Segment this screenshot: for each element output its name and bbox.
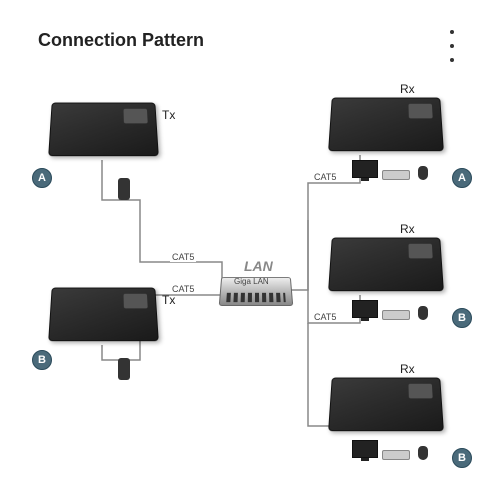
badge-b: B bbox=[32, 350, 52, 370]
monitor-icon bbox=[352, 300, 378, 318]
keyboard-icon bbox=[382, 450, 410, 460]
tx-device bbox=[48, 288, 159, 342]
rx-device bbox=[328, 98, 444, 152]
continuation-dots bbox=[450, 30, 454, 62]
rx-label: Rx bbox=[400, 82, 415, 96]
monitor-icon bbox=[352, 160, 378, 178]
tx-label: Tx bbox=[162, 108, 175, 122]
mouse-icon bbox=[418, 166, 428, 180]
badge-a: A bbox=[452, 168, 472, 188]
cable-label: CAT5 bbox=[170, 284, 196, 294]
keyboard-icon bbox=[382, 170, 410, 180]
keyboard-icon bbox=[382, 310, 410, 320]
tx-label: Tx bbox=[162, 293, 175, 307]
rx-device bbox=[328, 238, 444, 292]
tx-device bbox=[48, 103, 159, 157]
rx-device bbox=[328, 378, 444, 432]
badge-b: B bbox=[452, 448, 472, 468]
cable-label: CAT5 bbox=[312, 312, 338, 322]
mouse-icon bbox=[418, 446, 428, 460]
mouse-icon bbox=[418, 306, 428, 320]
rx-label: Rx bbox=[400, 222, 415, 236]
monitor-icon bbox=[352, 440, 378, 458]
remote-icon bbox=[118, 178, 130, 200]
cable-label: CAT5 bbox=[312, 172, 338, 182]
badge-b: B bbox=[452, 308, 472, 328]
lan-label: LAN bbox=[244, 258, 273, 274]
remote-icon bbox=[118, 358, 130, 380]
cable-label: CAT5 bbox=[170, 252, 196, 262]
rx-label: Rx bbox=[400, 362, 415, 376]
switch-label: Giga LAN bbox=[234, 277, 269, 286]
badge-a: A bbox=[32, 168, 52, 188]
